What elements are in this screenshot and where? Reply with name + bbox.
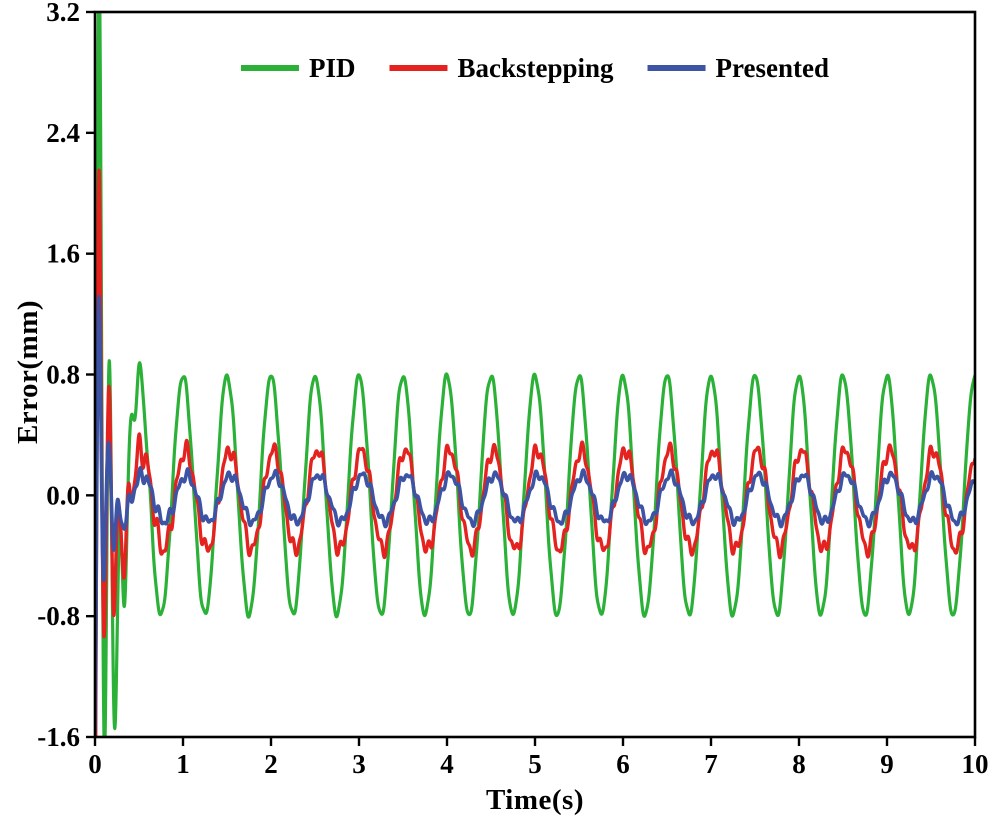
series-line-pid: [95, 12, 975, 737]
x-tick-label: 8: [792, 749, 806, 779]
legend-item-presented: Presented: [647, 53, 829, 83]
legend-item-backstepping: Backstepping: [389, 53, 614, 83]
y-axis-title: Error(mm): [12, 299, 44, 445]
x-tick-label: 2: [264, 749, 278, 779]
x-tick-label: 9: [880, 749, 894, 779]
x-tick-label: 1: [176, 749, 190, 779]
x-tick-label: 0: [88, 749, 102, 779]
y-tick-label: -1.6: [37, 722, 80, 752]
legend-label: PID: [309, 53, 356, 83]
series-line-backstepping: [95, 168, 975, 737]
x-tick-label: 10: [962, 749, 989, 779]
x-tick-label: 3: [352, 749, 366, 779]
x-axis-title: Time(s): [485, 784, 584, 816]
x-tick-label: 6: [616, 749, 630, 779]
series-line-presented: [95, 294, 975, 734]
y-tick-label: 2.4: [46, 118, 80, 148]
x-tick-label: 4: [440, 749, 454, 779]
x-tick-label: 7: [704, 749, 718, 779]
legend-item-pid: PID: [240, 53, 356, 83]
y-tick-label: -0.8: [37, 601, 80, 631]
legend-label: Backstepping: [457, 53, 614, 83]
y-tick-label: 0.8: [46, 360, 80, 390]
plot-area: [95, 12, 975, 737]
axis-ticks: 3.2 2.4 1.6 0.8 0.0 -0.8 -1.6 0 1 2 3 4 5 6 7 8 9 10: [37, 0, 988, 779]
y-tick-label: 3.2: [46, 0, 80, 27]
chart-legend: PID Backstepping Presented: [240, 53, 829, 83]
x-tick-label: 5: [528, 749, 542, 779]
y-tick-label: 1.6: [46, 239, 80, 269]
legend-label: Presented: [716, 53, 829, 83]
y-tick-label: 0.0: [46, 480, 80, 510]
